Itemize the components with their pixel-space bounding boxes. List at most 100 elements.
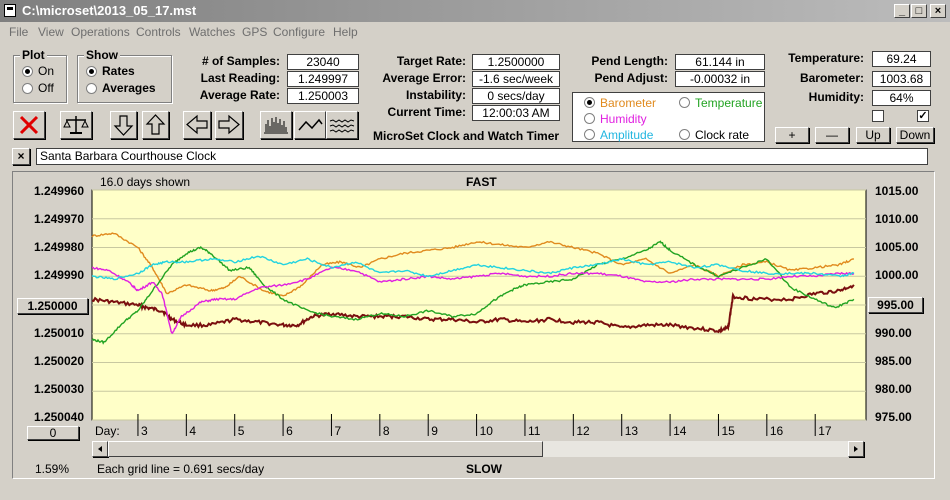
close-icon: ×: [17, 149, 25, 163]
x-tick-label: 7: [334, 424, 342, 438]
average-error-label: Average Error:: [382, 71, 466, 85]
title-bar: C:\microset\2013_05_17.mst _ □ ×: [0, 0, 950, 22]
menu-configure[interactable]: Configure: [273, 25, 326, 39]
pend-length-label: Pend Length:: [591, 54, 668, 68]
barometer-field: 1003.68: [872, 71, 931, 87]
y-right-tick: 975.00: [875, 410, 912, 424]
humidity-field: 64%: [872, 90, 931, 106]
y-left-tick: 1.250010: [33, 326, 84, 340]
y-right-tick: 1000.00: [875, 268, 919, 282]
left-arrow-button[interactable]: [183, 111, 211, 139]
temperature-label: Temperature:: [788, 51, 864, 65]
checkbox-1[interactable]: [872, 110, 884, 122]
menu-operations[interactable]: Operations: [71, 25, 130, 39]
y-left-tick: 1.250040: [33, 410, 84, 424]
noise-graph-button[interactable]: [326, 111, 358, 139]
arrow-down-icon: [113, 115, 134, 136]
histogram-button[interactable]: [260, 111, 292, 139]
y-right-tick: 985.00: [875, 354, 912, 368]
y-right-tick: 1010.00: [875, 212, 919, 226]
center-value-button[interactable]: 1.250000: [17, 298, 88, 314]
menu-help[interactable]: Help: [333, 25, 358, 39]
x-tick-label: 16: [769, 424, 784, 438]
up-button[interactable]: Up: [856, 127, 890, 143]
plot-group: Plot On Off: [13, 48, 67, 103]
menu-watches[interactable]: Watches: [189, 25, 236, 39]
clear-name-button[interactable]: ×: [12, 148, 30, 165]
minus-button[interactable]: —: [815, 127, 849, 143]
percent-label: 1.59%: [35, 462, 70, 476]
checkbox-2[interactable]: ✓: [917, 110, 929, 122]
plot-off-label: Off: [38, 81, 54, 95]
bottom-value-button[interactable]: 0: [27, 426, 79, 440]
balance-scale-icon: [63, 116, 89, 134]
stop-button[interactable]: [13, 111, 45, 139]
scroll-right-icon: [854, 446, 858, 452]
show-rates-label: Rates: [102, 64, 135, 78]
y-right-tick: 1005.00: [875, 240, 919, 254]
y-left-tick: 1.249990: [33, 268, 84, 282]
days-shown-label: 16.0 days shown: [100, 175, 191, 189]
menu-file[interactable]: File: [9, 25, 29, 39]
x-tick-label: 3: [140, 424, 148, 438]
scroll-left-button[interactable]: [92, 441, 108, 457]
x-tick-label: 9: [431, 424, 438, 438]
clock-rate-radio[interactable]: [679, 129, 690, 140]
scroll-right-button[interactable]: [848, 441, 864, 457]
show-rates-radio[interactable]: [86, 66, 97, 77]
instability-field: 0 secs/day: [472, 88, 560, 104]
menu-controls[interactable]: Controls: [136, 25, 181, 39]
show-averages-label: Averages: [102, 81, 156, 95]
x-tick-label: 8: [382, 424, 390, 438]
samples-label: # of Samples:: [201, 54, 280, 68]
menu-gps[interactable]: GPS: [242, 25, 268, 39]
barometer-radio[interactable]: [584, 97, 595, 108]
average-error-field: -1.6 sec/week: [472, 71, 560, 87]
app-icon: [4, 4, 16, 17]
right-value-button[interactable]: 995.00: [868, 297, 923, 313]
line-graph-button[interactable]: [294, 111, 326, 139]
right-arrow-button[interactable]: [215, 111, 243, 139]
overlay-select-panel: Barometer Temperature Humidity Amplitude…: [572, 92, 765, 142]
plot-series: [91, 232, 855, 345]
pend-length-field: 61.144 in: [675, 54, 765, 70]
barometer-label: Barometer:: [799, 71, 864, 85]
horizontal-scrollbar[interactable]: [92, 441, 864, 457]
close-window-button[interactable]: ×: [930, 4, 946, 18]
slow-label: SLOW: [466, 462, 502, 476]
target-rate-field: 1.2500000: [472, 54, 560, 70]
window-title: C:\microset\2013_05_17.mst: [22, 3, 197, 18]
line-graph-icon: [298, 118, 323, 131]
scroll-thumb[interactable]: [108, 441, 543, 457]
amplitude-radio[interactable]: [584, 129, 595, 140]
show-group: Show Rates Averages: [77, 48, 172, 103]
x-tick-label: 17: [818, 424, 832, 438]
current-time-field: 12:00:03 AM: [472, 105, 560, 121]
minimize-button[interactable]: _: [894, 4, 910, 18]
plot-grid: [92, 189, 866, 436]
down-arrow-button[interactable]: [110, 111, 137, 139]
last-reading-label: Last Reading:: [200, 71, 280, 85]
y-left-tick: 1.250020: [33, 354, 84, 368]
chart-frame: [12, 171, 935, 479]
y-right-tick: 990.00: [875, 326, 912, 340]
show-averages-radio[interactable]: [86, 83, 97, 94]
down-button[interactable]: Down: [896, 127, 934, 143]
arrow-up-icon: [145, 114, 166, 135]
clock-name-input[interactable]: Santa Barbara Courthouse Clock: [36, 148, 928, 165]
temperature-radio[interactable]: [679, 97, 690, 108]
series-line-amplitude: [91, 255, 855, 281]
x-tick-label: 14: [673, 424, 687, 438]
x-tick-label: 12: [576, 424, 590, 438]
app-title-label: MicroSet Clock and Watch Timer: [373, 129, 560, 143]
balance-button[interactable]: [60, 111, 92, 139]
menu-view[interactable]: View: [38, 25, 64, 39]
plot-off-radio[interactable]: [22, 83, 33, 94]
plus-button[interactable]: +: [775, 127, 809, 143]
plot-on-radio[interactable]: [22, 66, 33, 77]
humidity-radio[interactable]: [584, 113, 595, 124]
instability-label: Instability:: [405, 88, 466, 102]
up-arrow-button[interactable]: [142, 111, 169, 139]
maximize-button[interactable]: □: [911, 4, 927, 18]
